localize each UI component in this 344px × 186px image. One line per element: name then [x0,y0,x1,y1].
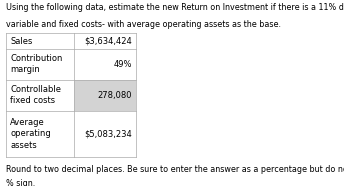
Text: $3,634,424: $3,634,424 [84,37,132,46]
Text: Contribution
margin: Contribution margin [10,54,63,74]
Text: Using the following data, estimate the new Return on Investment if there is a 11: Using the following data, estimate the n… [6,3,344,12]
Text: Sales: Sales [10,37,33,46]
Text: Average
operating
assets: Average operating assets [10,118,51,150]
Text: 278,080: 278,080 [97,91,132,100]
Text: % sign.: % sign. [6,179,35,186]
Bar [74,80,136,111]
Text: Controllable
fixed costs: Controllable fixed costs [10,85,61,105]
Text: variable and fixed costs- with average operating assets as the base.: variable and fixed costs- with average o… [6,20,281,28]
Text: $5,083,234: $5,083,234 [84,129,132,139]
Text: 49%: 49% [113,60,132,69]
Text: Round to two decimal places. Be sure to enter the answer as a percentage but do : Round to two decimal places. Be sure to … [6,165,344,174]
